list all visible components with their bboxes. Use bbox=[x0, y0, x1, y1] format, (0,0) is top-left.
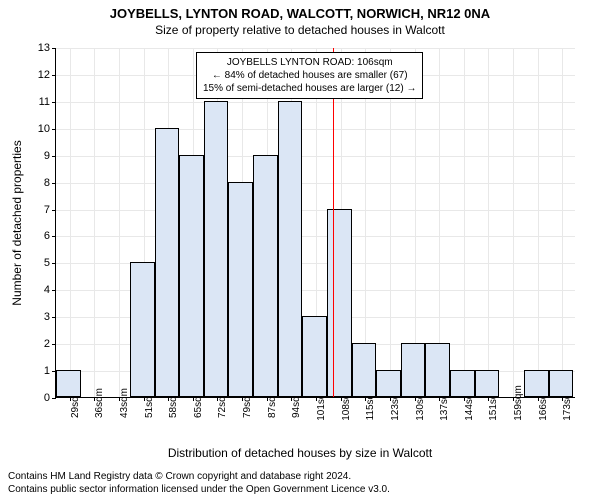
histogram-bar bbox=[204, 101, 229, 397]
x-tick-mark bbox=[365, 397, 366, 401]
y-tick-label: 7 bbox=[44, 204, 50, 216]
annotation-line: 15% of semi-detached houses are larger (… bbox=[203, 82, 416, 95]
histogram-bar bbox=[278, 101, 303, 397]
y-tick-label: 3 bbox=[44, 311, 50, 323]
x-tick-label: 159sqm bbox=[513, 385, 524, 421]
histogram-bar bbox=[155, 128, 180, 397]
x-tick-mark bbox=[538, 397, 539, 401]
y-tick-mark bbox=[52, 263, 56, 264]
x-tick-mark bbox=[464, 397, 465, 401]
x-tick-mark bbox=[439, 397, 440, 401]
histogram-bar bbox=[450, 370, 475, 397]
grid-line-v bbox=[538, 48, 539, 397]
grid-line-v bbox=[119, 48, 120, 397]
y-tick-label: 2 bbox=[44, 338, 50, 350]
y-tick-mark bbox=[52, 48, 56, 49]
annotation-line: JOYBELLS LYNTON ROAD: 106sqm bbox=[203, 56, 416, 69]
grid-line-v bbox=[70, 48, 71, 397]
annotation-box: JOYBELLS LYNTON ROAD: 106sqm← 84% of det… bbox=[196, 52, 423, 99]
y-tick-mark bbox=[52, 156, 56, 157]
y-tick-mark bbox=[52, 129, 56, 130]
footer-attribution: Contains HM Land Registry data © Crown c… bbox=[8, 470, 390, 496]
histogram-bar bbox=[524, 370, 549, 397]
x-tick-mark bbox=[415, 397, 416, 401]
histogram-bar bbox=[327, 209, 352, 397]
grid-line-v bbox=[464, 48, 465, 397]
footer-line-1: Contains HM Land Registry data © Crown c… bbox=[8, 470, 390, 483]
y-tick-mark bbox=[52, 344, 56, 345]
y-tick-label: 0 bbox=[44, 392, 50, 404]
y-tick-label: 1 bbox=[44, 365, 50, 377]
y-tick-mark bbox=[52, 290, 56, 291]
x-tick-label: 36sqm bbox=[94, 388, 105, 418]
y-tick-label: 13 bbox=[38, 42, 50, 54]
x-axis-label: Distribution of detached houses by size … bbox=[0, 446, 600, 460]
x-tick-mark bbox=[193, 397, 194, 401]
reference-line bbox=[333, 48, 334, 397]
x-tick-mark bbox=[316, 397, 317, 401]
y-tick-label: 5 bbox=[44, 257, 50, 269]
y-tick-mark bbox=[52, 75, 56, 76]
histogram-bar bbox=[130, 262, 155, 397]
x-tick-mark bbox=[217, 397, 218, 401]
histogram-bar bbox=[179, 155, 204, 397]
grid-line-v bbox=[513, 48, 514, 397]
y-tick-mark bbox=[52, 317, 56, 318]
y-tick-mark bbox=[52, 102, 56, 103]
y-tick-label: 10 bbox=[38, 123, 50, 135]
x-tick-mark bbox=[562, 397, 563, 401]
x-tick-mark bbox=[513, 397, 514, 401]
y-tick-label: 9 bbox=[44, 150, 50, 162]
annotation-line: ← 84% of detached houses are smaller (67… bbox=[203, 69, 416, 82]
histogram-bar bbox=[228, 182, 253, 397]
grid-line-v bbox=[94, 48, 95, 397]
histogram-bar bbox=[56, 370, 81, 397]
y-tick-label: 6 bbox=[44, 230, 50, 242]
x-tick-mark bbox=[242, 397, 243, 401]
y-tick-label: 8 bbox=[44, 177, 50, 189]
chart-title-sub: Size of property relative to detached ho… bbox=[0, 21, 600, 37]
y-tick-mark bbox=[52, 210, 56, 211]
x-tick-mark bbox=[341, 397, 342, 401]
grid-line-v bbox=[390, 48, 391, 397]
x-tick-mark bbox=[488, 397, 489, 401]
x-tick-mark bbox=[267, 397, 268, 401]
y-tick-mark bbox=[52, 236, 56, 237]
x-tick-mark bbox=[291, 397, 292, 401]
histogram-bar bbox=[425, 343, 450, 397]
x-tick-label: 43sqm bbox=[119, 388, 130, 418]
histogram-bar bbox=[352, 343, 377, 397]
x-tick-mark bbox=[94, 397, 95, 401]
x-tick-mark bbox=[390, 397, 391, 401]
x-tick-mark bbox=[70, 397, 71, 401]
y-axis-label: Number of detached properties bbox=[10, 140, 24, 305]
grid-line-v bbox=[562, 48, 563, 397]
histogram-bar bbox=[401, 343, 426, 397]
histogram-bar bbox=[549, 370, 574, 397]
x-tick-mark bbox=[144, 397, 145, 401]
histogram-bar bbox=[302, 316, 327, 397]
chart-plot-area: 01234567891011121329sqm36sqm43sqm51sqm58… bbox=[55, 48, 575, 398]
histogram-bar bbox=[376, 370, 401, 397]
histogram-bar bbox=[253, 155, 278, 397]
chart-title-main: JOYBELLS, LYNTON ROAD, WALCOTT, NORWICH,… bbox=[0, 0, 600, 21]
x-tick-mark bbox=[168, 397, 169, 401]
y-tick-label: 4 bbox=[44, 284, 50, 296]
y-tick-mark bbox=[52, 398, 56, 399]
y-tick-label: 12 bbox=[38, 69, 50, 81]
footer-line-2: Contains public sector information licen… bbox=[8, 483, 390, 496]
y-tick-mark bbox=[52, 183, 56, 184]
y-tick-label: 11 bbox=[39, 96, 50, 108]
x-tick-mark bbox=[119, 397, 120, 401]
histogram-bar bbox=[475, 370, 500, 397]
grid-line-v bbox=[488, 48, 489, 397]
